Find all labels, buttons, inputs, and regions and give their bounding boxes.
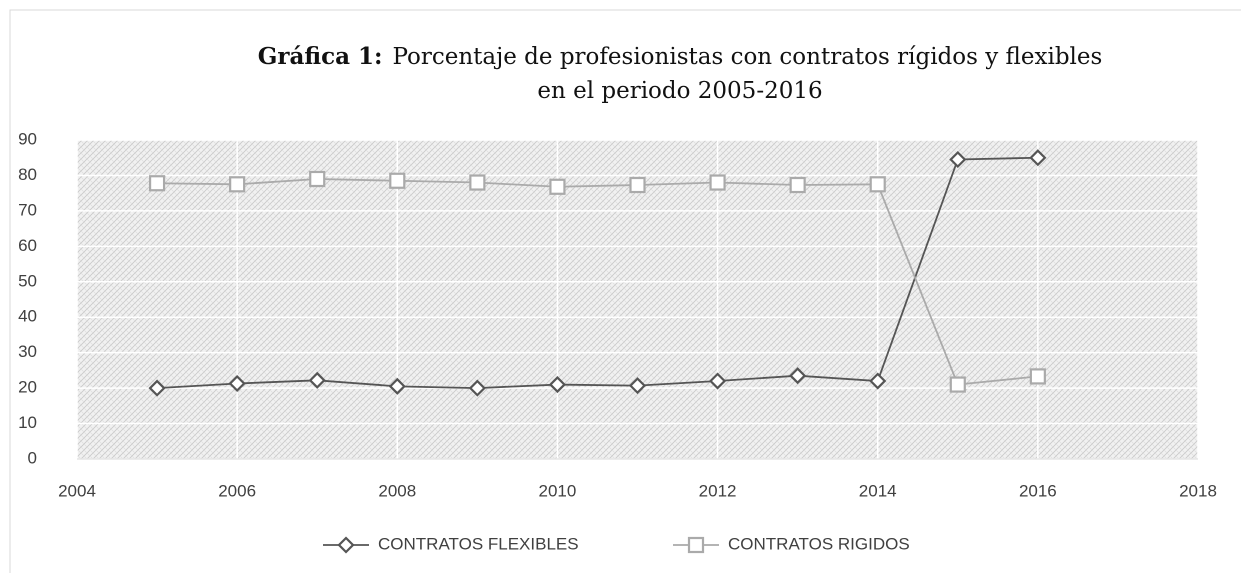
marker bbox=[789, 367, 807, 385]
y-tick-label: 10 bbox=[18, 413, 37, 432]
x-tick-label: 2004 bbox=[58, 481, 96, 500]
title-line: en el periodo 2005-2016 bbox=[537, 78, 822, 104]
marker bbox=[628, 377, 647, 395]
marker bbox=[869, 372, 887, 390]
x-tick-label: 2006 bbox=[218, 481, 256, 500]
marker bbox=[949, 150, 967, 169]
x-tick-label: 2016 bbox=[1019, 481, 1057, 500]
legend-marker bbox=[687, 536, 705, 554]
series-line bbox=[157, 156, 1038, 390]
marker bbox=[869, 176, 886, 193]
marker bbox=[389, 172, 406, 189]
marker bbox=[789, 176, 806, 194]
marker bbox=[709, 372, 727, 390]
y-tick-label: 60 bbox=[18, 236, 37, 255]
y-tick-label: 50 bbox=[18, 271, 37, 290]
marker bbox=[308, 371, 326, 389]
x-tick-label: 2014 bbox=[859, 481, 897, 500]
plot-area bbox=[77, 140, 1198, 459]
marker bbox=[148, 379, 166, 397]
legend-label: CONTRATOS RIGIDOS bbox=[728, 534, 910, 553]
marker bbox=[228, 374, 246, 393]
y-tick-label: 90 bbox=[18, 129, 37, 148]
legend-marker bbox=[337, 536, 355, 554]
y-tick-label: 70 bbox=[18, 200, 37, 219]
marker bbox=[549, 178, 566, 195]
legend-label: CONTRATOS FLEXIBLES bbox=[378, 534, 579, 553]
y-tick-label: 30 bbox=[18, 342, 37, 361]
marker bbox=[229, 176, 246, 193]
marker bbox=[388, 377, 406, 395]
title-line: Porcentaje de profesionistas con contrat… bbox=[392, 44, 1102, 70]
marker bbox=[548, 376, 566, 394]
y-tick-label: 40 bbox=[18, 307, 37, 326]
marker bbox=[1029, 368, 1046, 385]
marker bbox=[309, 170, 326, 188]
marker bbox=[468, 379, 486, 397]
y-tick-label: 20 bbox=[18, 378, 37, 397]
y-tick-label: 80 bbox=[18, 165, 37, 184]
chart-border bbox=[9, 9, 1241, 578]
marker bbox=[1029, 149, 1047, 167]
marker bbox=[949, 376, 966, 393]
x-tick-label: 2010 bbox=[539, 481, 577, 500]
x-tick-label: 2018 bbox=[1179, 481, 1217, 500]
chart-title: Gráfica 1: Porcentaje de profesionistas c… bbox=[258, 43, 1103, 70]
marker bbox=[629, 176, 646, 194]
marker bbox=[148, 175, 166, 192]
marker bbox=[469, 174, 486, 191]
y-tick-label: 0 bbox=[28, 448, 37, 467]
marker bbox=[709, 174, 726, 191]
x-tick-label: 2008 bbox=[378, 481, 416, 500]
title-label: Gráfica 1: bbox=[258, 43, 383, 70]
series-line bbox=[157, 178, 1038, 386]
x-tick-label: 2012 bbox=[699, 481, 737, 500]
